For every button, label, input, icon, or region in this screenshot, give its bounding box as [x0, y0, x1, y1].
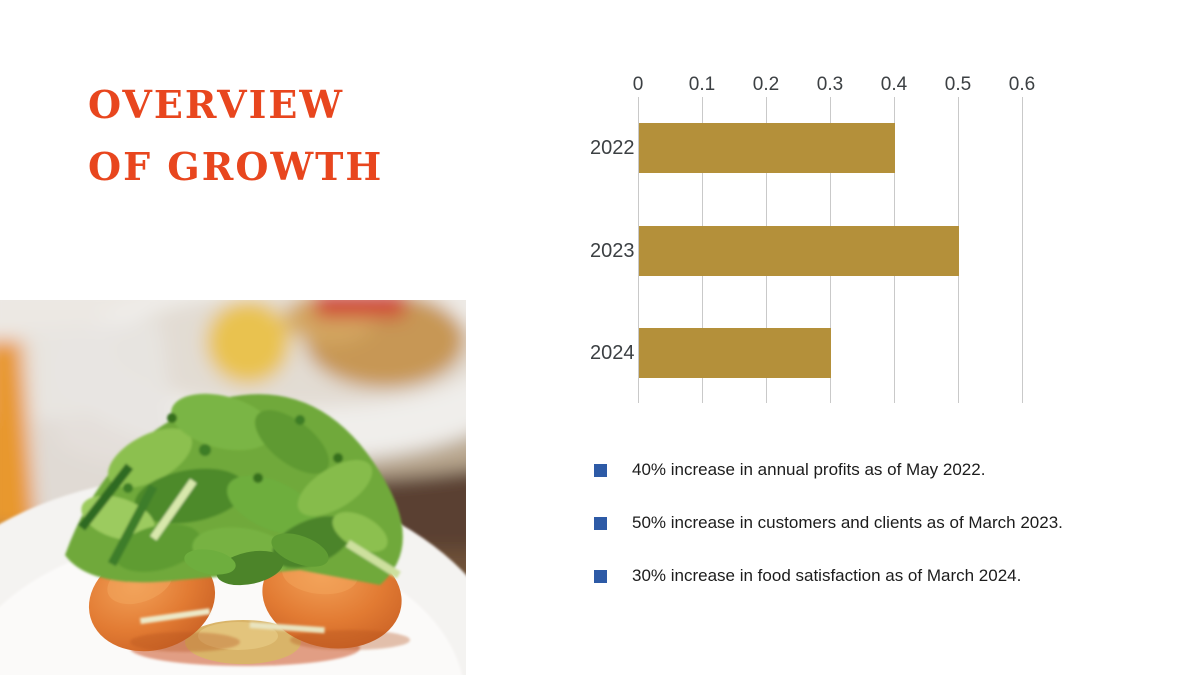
bullet-list: 40% increase in annual profits as of May… — [594, 0, 1174, 675]
x-axis-tick-label: 0.5 — [944, 74, 972, 95]
bar-chart: 0 0.1 0.2 0.3 0.4 0.5 0.6 2022 2023 2024 — [590, 70, 1090, 415]
food-photo-illustration — [0, 300, 466, 675]
x-axis-tick-label: 0.3 — [816, 74, 844, 95]
y-axis-category-label: 2023 — [590, 240, 635, 262]
x-axis-tick-label: 0.1 — [688, 74, 716, 95]
bullet-square-marker — [594, 569, 607, 583]
gridline — [958, 97, 959, 403]
food-photo — [0, 300, 466, 675]
bar-2024 — [638, 328, 831, 378]
bullet-item: 30% increase in food satisfaction as of … — [594, 563, 1021, 589]
bullet-square-marker — [594, 463, 607, 477]
bullet-item: 40% increase in annual profits as of May… — [594, 457, 985, 483]
x-axis-tick-label: 0.2 — [752, 74, 780, 95]
bullet-text: 30% increase in food satisfaction as of … — [632, 566, 1022, 585]
x-axis-tick-label: 0.4 — [880, 74, 908, 95]
page-title: OVERVIEW OF GROWTH — [88, 74, 383, 198]
gridline — [1022, 97, 1023, 403]
bullet-item: 50% increase in customers and clients as… — [594, 510, 1063, 536]
x-axis-tick-label: 0 — [632, 74, 644, 95]
bullet-square-marker — [594, 516, 607, 530]
bullet-text: 50% increase in customers and clients as… — [632, 513, 1063, 532]
bar-2023 — [638, 226, 959, 276]
title-line-2: OF GROWTH — [88, 144, 384, 189]
y-axis-category-label: 2024 — [590, 342, 635, 364]
bar-2022 — [638, 123, 895, 173]
title-line-1: OVERVIEW — [88, 82, 345, 127]
y-axis-category-label: 2022 — [590, 137, 635, 159]
bullet-text: 40% increase in annual profits as of May… — [632, 460, 986, 479]
x-axis-tick-label: 0.6 — [1008, 74, 1036, 95]
